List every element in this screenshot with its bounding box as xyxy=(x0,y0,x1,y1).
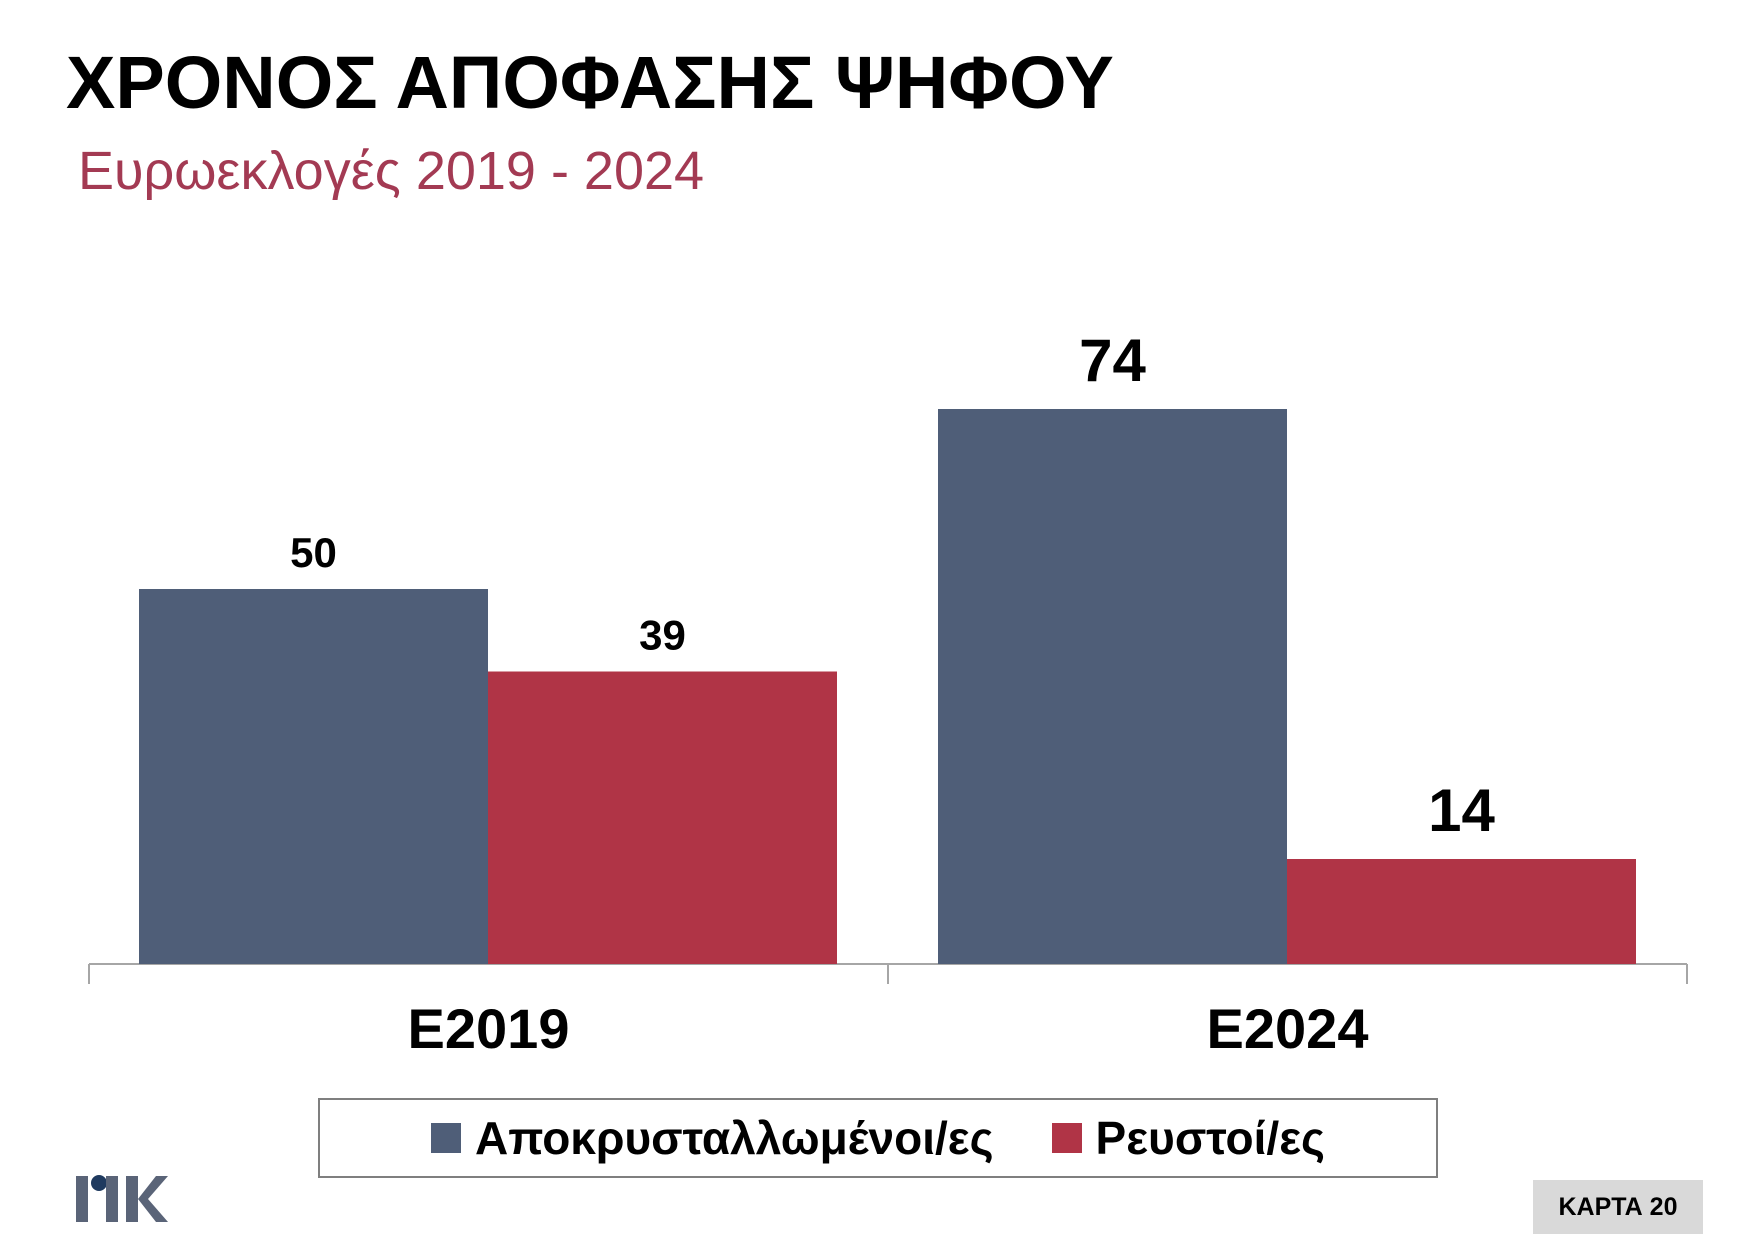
legend-item-series-2: Ρευστοί/ες xyxy=(1051,1111,1325,1165)
data-label-E2024-series-1: 74 xyxy=(1079,327,1146,394)
legend-swatch-series-1 xyxy=(431,1123,462,1153)
chart-title: ΧΡΟΝΟΣ ΑΠΟΦΑΣΗΣ ΨΗΦΟΥ xyxy=(66,41,1114,124)
pik-logo xyxy=(76,1175,168,1222)
legend-item-series-1: Αποκρυσταλλωμένοι/ες xyxy=(431,1111,994,1165)
bar-E2024-series-2 xyxy=(1287,859,1636,964)
bar-E2024-series-1 xyxy=(938,409,1287,964)
card-number-badge: ΚΑΡΤΑ 20 xyxy=(1533,1180,1703,1234)
data-label-E2019-series-1: 50 xyxy=(290,529,337,576)
legend-swatch-series-2 xyxy=(1051,1123,1082,1153)
data-label-E2019-series-2: 39 xyxy=(639,612,686,659)
chart-subtitle: Ευρωεκλογές 2019 - 2024 xyxy=(78,141,705,201)
x-tick-label-E2024: E2024 xyxy=(1207,997,1369,1060)
legend-label-series-2: Ρευστοί/ες xyxy=(1095,1112,1325,1164)
legend-label-series-1: Αποκρυσταλλωμένοι/ες xyxy=(475,1112,994,1164)
chart-legend: Αποκρυσταλλωμένοι/ες Ρευστοί/ες xyxy=(318,1098,1438,1178)
bar-E2019-series-2 xyxy=(488,671,837,964)
data-label-E2024-series-2: 14 xyxy=(1428,777,1495,844)
bar-E2019-series-1 xyxy=(139,589,488,964)
x-tick-label-E2019: E2019 xyxy=(408,997,570,1060)
